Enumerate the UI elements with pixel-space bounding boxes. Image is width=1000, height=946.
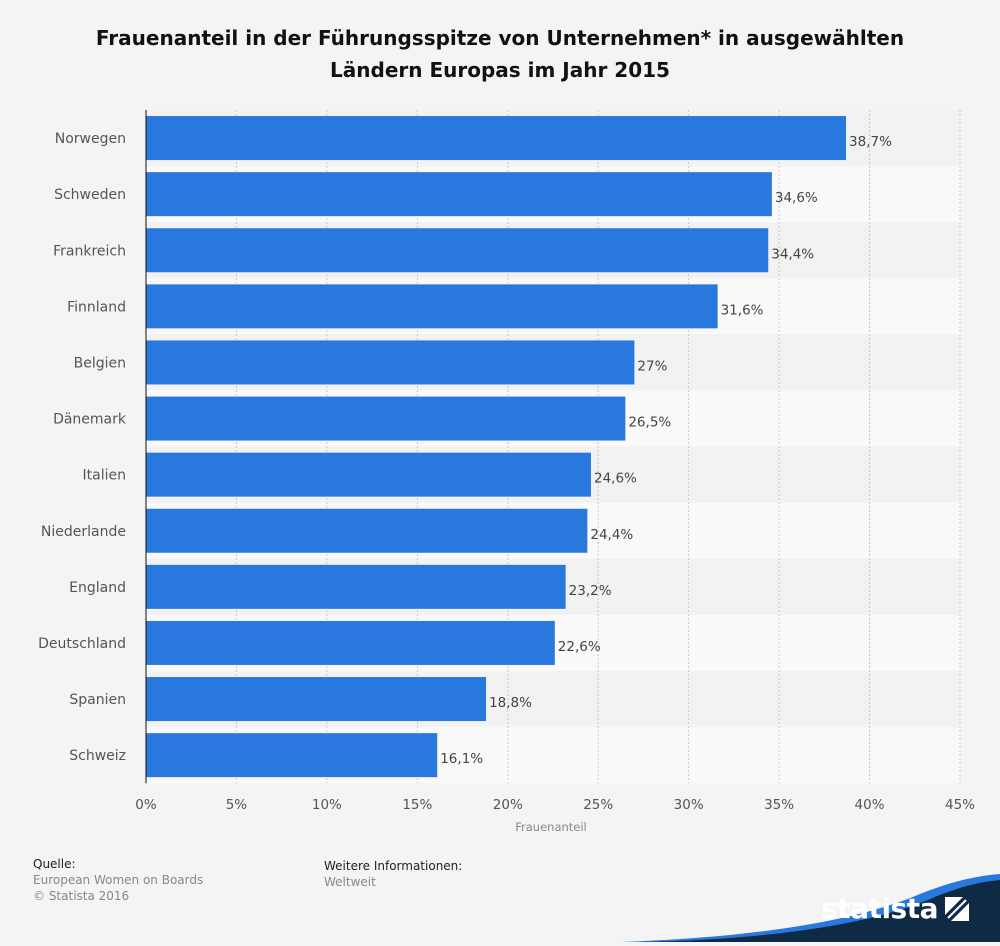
info-heading: Weitere Informationen: xyxy=(324,859,463,873)
value-label: 34,6% xyxy=(775,190,818,206)
value-label: 26,5% xyxy=(628,415,671,431)
chart-title: Frauenanteil in der Führungsspitze von U… xyxy=(60,22,940,86)
footer-source: Quelle: European Women on Boards © Stati… xyxy=(33,856,203,904)
x-axis-title: Frauenanteil xyxy=(515,820,587,834)
value-label: 27% xyxy=(637,358,667,374)
bar xyxy=(146,564,566,609)
category-label: Finnland xyxy=(67,299,126,315)
category-label: Schweiz xyxy=(69,748,126,764)
value-label: 18,8% xyxy=(489,695,532,711)
tick-label: 10% xyxy=(312,797,342,813)
tick-label: 30% xyxy=(674,797,704,813)
chart-title-line-1: Frauenanteil in der Führungsspitze von U… xyxy=(95,26,905,50)
bar xyxy=(146,508,588,553)
brand-name: statista xyxy=(821,892,938,925)
tick-label: 15% xyxy=(402,797,432,813)
value-label: 24,4% xyxy=(590,527,633,543)
category-label: Niederlande xyxy=(41,524,126,540)
category-label: England xyxy=(69,580,126,596)
bar xyxy=(146,284,718,329)
statista-logo-icon xyxy=(945,897,969,921)
tick-label: 20% xyxy=(493,797,523,813)
bar xyxy=(146,340,635,385)
bar xyxy=(146,116,847,161)
chart-title-line-2: Ländern Europas im Jahr 2015 xyxy=(330,58,670,82)
category-label: Deutschland xyxy=(38,636,126,652)
tick-label: 0% xyxy=(135,797,157,813)
category-labels: Norwegen Schweden Frankreich Finnland Belgie… xyxy=(38,131,127,764)
info-text: Weltweit xyxy=(324,875,376,889)
source-heading: Quelle: xyxy=(33,857,76,871)
bar xyxy=(146,677,487,722)
bars xyxy=(146,116,847,778)
bar xyxy=(146,733,438,778)
category-label: Norwegen xyxy=(55,131,126,147)
category-label: Belgien xyxy=(74,355,126,371)
tick-label: 5% xyxy=(226,797,248,813)
tick-label: 25% xyxy=(583,797,613,813)
value-label: 38,7% xyxy=(849,134,892,150)
value-labels: 38,7% 34,6% 34,4% 31,6% 27% 26,5% 24,6% 24,4% 23… xyxy=(440,134,892,767)
category-label: Frankreich xyxy=(53,243,126,259)
bar xyxy=(146,396,626,441)
tick-labels: 0% 5% 10% 15% 20% 25% 30% 35% 40% 45% xyxy=(135,797,975,813)
value-label: 34,4% xyxy=(771,246,814,262)
category-label: Schweden xyxy=(54,187,126,203)
brand-swoosh xyxy=(620,874,1000,942)
gridlines xyxy=(235,110,961,784)
value-label: 22,6% xyxy=(558,639,601,655)
statista-brand[interactable]: statista xyxy=(620,872,1000,942)
value-label: 23,2% xyxy=(569,583,612,599)
bar xyxy=(146,172,772,217)
value-label: 31,6% xyxy=(721,302,764,318)
bar xyxy=(146,228,769,273)
value-label: 24,6% xyxy=(594,471,637,487)
source-line-1: European Women on Boards xyxy=(33,873,204,887)
category-label: Dänemark xyxy=(53,412,127,428)
bar xyxy=(146,620,555,665)
tick-label: 40% xyxy=(855,797,885,813)
bar-chart: Norwegen Schweden Frankreich Finnland Belgie… xyxy=(38,110,975,834)
tick-label: 45% xyxy=(945,797,975,813)
footer-info: Weitere Informationen: Weltweit xyxy=(324,858,462,890)
bar xyxy=(146,452,591,497)
tick-label: 35% xyxy=(764,797,794,813)
category-label: Italien xyxy=(83,468,126,484)
category-label: Spanien xyxy=(69,692,126,708)
source-line-2: © Statista 2016 xyxy=(33,889,130,903)
value-label: 16,1% xyxy=(440,751,483,767)
